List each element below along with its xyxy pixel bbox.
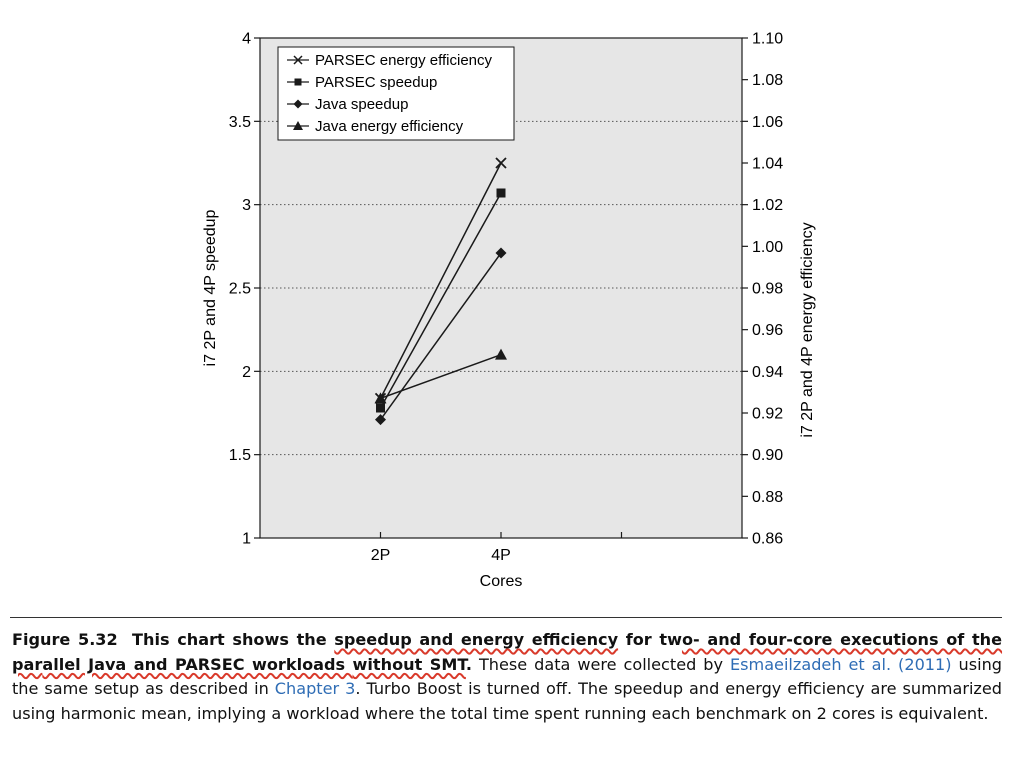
chapter-link[interactable]: Chapter 3 (274, 679, 356, 698)
legend-square-marker (294, 78, 302, 86)
caption-text: These data were collected by (472, 654, 730, 674)
caption-divider (10, 617, 1002, 618)
caption-bold-text: This chart shows the speedup and energy … (12, 630, 1003, 674)
y2-tick-label: 1.04 (752, 156, 783, 173)
legend-box (277, 46, 515, 141)
legend-item-parsec-energy-efficiency: PARSEC energy efficiency (287, 52, 493, 69)
legend-item-java-energy-efficiency: Java energy efficiency (287, 118, 464, 135)
axis-ticks: 1 1.5 2 2.5 3 3.5 4 0.86 0.88 0.90 0.92 0.94 0.96 0.9… (229, 31, 783, 565)
x-axis-label: Cores (480, 573, 523, 590)
y-tick-label: 1 (242, 531, 251, 548)
series-line (380, 353, 502, 400)
caption-text: using the same setup as described in (12, 654, 1002, 699)
y2-tick-label: 0.90 (752, 447, 783, 464)
data-point-triangle (374, 392, 387, 404)
y-axis-label: i7 2P and 4P speedup (202, 209, 219, 366)
data-point-diamond (375, 414, 386, 426)
y2-tick-label: 0.96 (752, 322, 783, 339)
figure-caption: Figure 5.32 This chart shows the speedup… (12, 628, 1002, 726)
legend-label: PARSEC energy efficiency (315, 52, 493, 69)
legend-x-marker (293, 55, 303, 65)
y-tick-label: 2.5 (229, 281, 251, 298)
data-point-triangle (495, 348, 507, 360)
y2-tick-label: 1.06 (752, 114, 783, 131)
y-tick-label: 2 (242, 364, 251, 381)
series-line (379, 162, 502, 399)
y2-tick-label: 0.98 (752, 281, 783, 298)
y2-tick-label: 1.08 (752, 72, 783, 89)
y2-tick-label: 1.10 (752, 31, 783, 48)
y-tick-label: 1.5 (229, 447, 251, 464)
legend-label: Java speedup (315, 96, 408, 113)
legend-diamond-marker (293, 99, 303, 109)
legend-item-parsec-speedup: PARSEC speedup (287, 74, 437, 91)
legend-item-java-speedup: Java speedup (287, 96, 408, 113)
caption-figure-number: Figure 5.32 (12, 630, 118, 649)
data-point-x (495, 157, 507, 169)
y2-axis-label: i7 2P and 4P energy efficiency (799, 222, 816, 437)
legend-label: PARSEC speedup (315, 74, 437, 91)
y2-tick-label: 0.88 (752, 489, 783, 506)
y2-tick-label: 0.94 (752, 364, 783, 381)
y-tick-label: 3.5 (229, 114, 251, 131)
y2-tick-label: 0.92 (752, 406, 783, 423)
series-line (379, 192, 502, 409)
x-tick-label: 4P (491, 547, 511, 564)
citation-link[interactable]: Esmaeilzadeh et al. (2011) (729, 654, 952, 674)
data-point-diamond (495, 247, 507, 259)
data-point-square (376, 403, 385, 413)
y-tick-label: 3 (242, 197, 251, 214)
chart: 1 1.5 2 2.5 3 3.5 4 0.86 0.88 0.90 0.92 0.94 0.96 0.9… (202, 31, 816, 591)
caption-text: . Turbo Boost is turned off. The speedup… (12, 679, 1002, 723)
y2-tick-label: 1.00 (752, 239, 783, 256)
x-tick-label: 2P (371, 547, 391, 564)
legend-label: Java energy efficiency (315, 118, 464, 135)
series-layer (374, 157, 507, 426)
y-tick-label: 4 (242, 31, 251, 48)
y2-tick-label: 0.86 (752, 531, 783, 548)
legend-triangle-marker (293, 121, 303, 130)
data-point-square (496, 188, 506, 198)
y2-tick-label: 1.02 (752, 197, 783, 214)
legend: PARSEC energy efficiency PARSEC speedup … (277, 46, 515, 141)
